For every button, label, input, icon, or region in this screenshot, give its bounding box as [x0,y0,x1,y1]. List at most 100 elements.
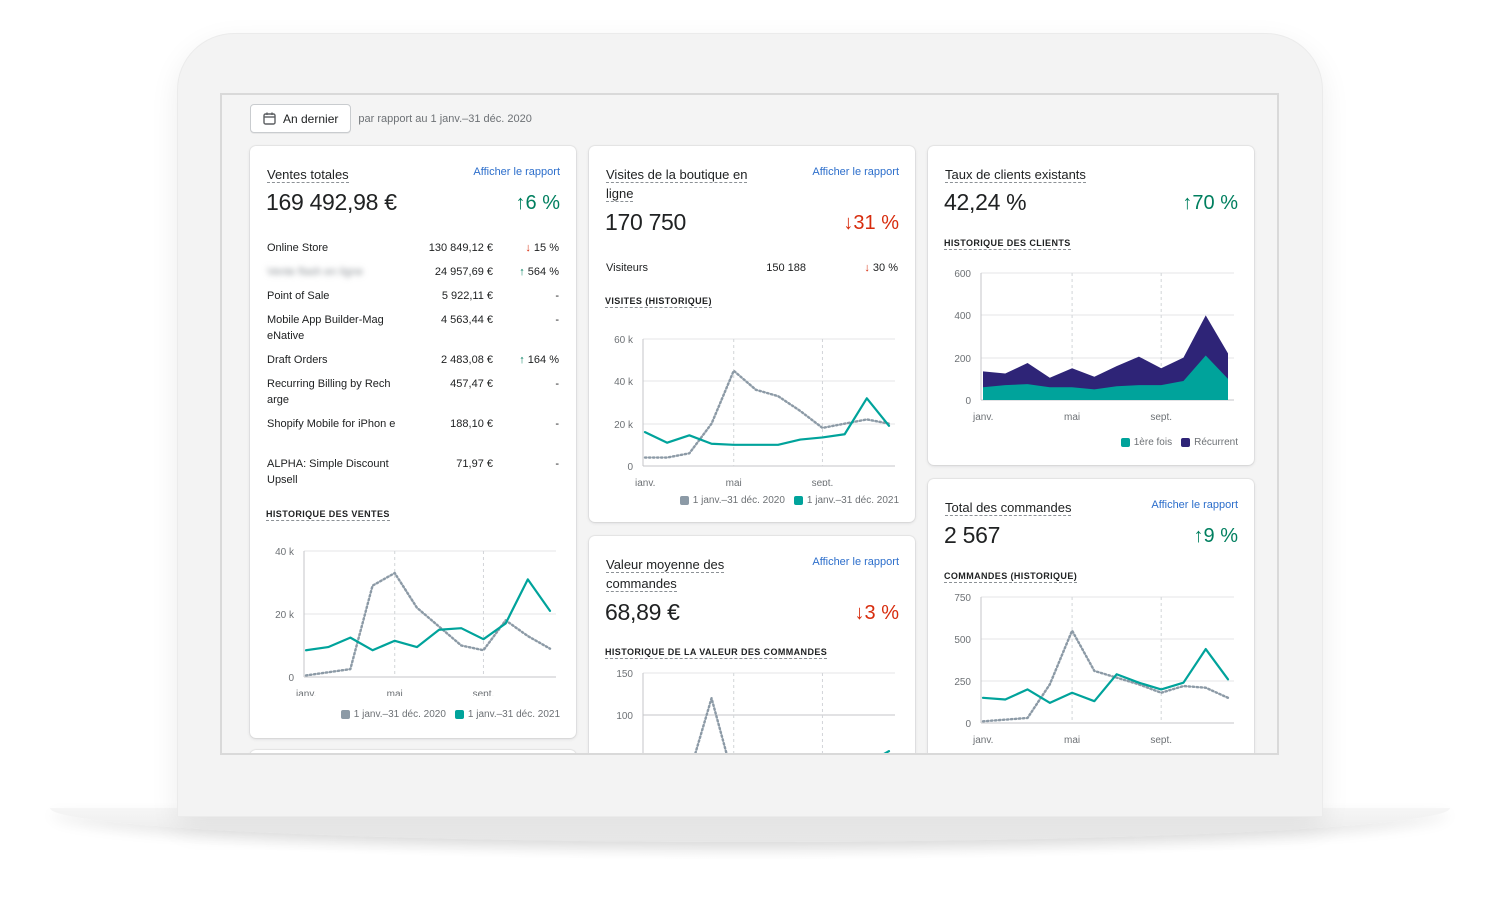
legend-recurring: Récurrent [1194,437,1238,448]
card-title[interactable]: Total des commandes [945,500,1072,516]
card-title[interactable]: Valeur moyenne des commandes [606,557,725,592]
chart-label[interactable]: VISITES (HISTORIQUE) [605,296,712,308]
series-line-current [883,750,891,753]
channel-delta: ↑ 164 % [499,352,559,368]
screen: An dernier par rapport au 1 janv.–31 déc… [220,93,1279,755]
legend-swatch-previous [679,496,689,505]
card-title[interactable]: Visites de la boutique en ligne [606,167,748,202]
channel-name: Vente flash en ligne [267,266,364,278]
legend-current: 1 janv.–31 déc. 2021 [467,709,560,720]
y-tick-label: 150 [616,669,633,680]
y-tick-label: 0 [965,396,971,407]
y-tick-label: 750 [954,593,971,604]
x-tick-label: mai [1064,412,1080,423]
visitors-label: Visiteurs [606,262,648,274]
channel-name: Recurring Billing by Rech arge [267,378,391,406]
series-line-current [981,647,1230,704]
channel-delta-value: - [555,458,559,470]
x-tick-label: sept. [473,689,495,696]
y-tick-label: 0 [965,719,971,730]
x-tick-label: mai [726,478,742,486]
avg-order-value: 68,89 € [605,599,680,625]
y-tick-label: 250 [954,677,971,688]
channel-amount: 71,97 € [456,458,493,470]
arrow-up-icon: ↑ [519,266,528,278]
channel-name: Point of Sale [267,290,330,302]
area-recurring [983,315,1228,400]
series-line-previous [694,697,728,753]
y-tick-label: 0 [288,673,294,684]
channel-name: Draft Orders [267,354,328,366]
date-range-button[interactable]: An dernier [250,104,352,133]
channel-name: Mobile App Builder-Mag eNative [267,314,384,342]
legend-previous: 1 janv.–31 déc. 2020 [353,709,446,720]
x-tick-label: mai [387,689,403,696]
area-first-time [983,355,1228,400]
view-report-link[interactable]: Afficher le rapport [812,556,899,568]
returning-rate-value: 42,24 % [944,189,1027,215]
x-tick-label: janv. [972,735,993,746]
legend-swatch-current [454,710,464,719]
legend-swatch-first-time [1120,438,1130,447]
legend-swatch-recurring [1181,438,1191,447]
arrow-down-icon: ↓ [525,242,534,254]
legend-swatch-current [793,496,803,505]
chart-label[interactable]: HISTORIQUE DES CLIENTS [944,238,1071,250]
total-orders-value: 2 567 [944,522,1001,548]
channel-amount: 457,47 € [450,378,493,390]
legend-previous: 1 janv.–31 déc. 2020 [692,495,785,506]
date-range-label: An dernier [283,111,339,126]
chart-label[interactable]: COMMANDES (HISTORIQUE) [944,571,1078,583]
series-line-previous [304,571,552,677]
y-tick-label: 60 k [614,335,634,346]
view-report-link[interactable]: Afficher le rapport [473,166,560,178]
total-sales-delta: ↑6 % [515,192,560,214]
total-orders-delta: ↑9 % [1193,525,1238,547]
view-report-link[interactable]: Afficher le rapport [1151,499,1238,511]
store-visits-delta: ↓31 % [843,212,899,234]
y-tick-label: 40 k [614,377,634,388]
channel-delta-value: - [555,378,559,390]
series-line-previous [643,369,891,459]
channel-delta-value: - [555,418,559,430]
y-tick-label: 40 k [275,547,295,558]
channel-name: ALPHA: Simple Discount Upsell [267,458,389,486]
card-title[interactable]: Ventes totales [267,167,349,183]
x-tick-label: sept. [1150,412,1172,423]
card-title[interactable]: Taux de clients existants [945,167,1086,183]
comparison-text: par rapport au 1 janv.–31 déc. 2020 [358,112,532,125]
channel-delta: - [499,456,559,472]
total-sales-card: Ventes totales Afficher le rapport 169 4… [250,146,576,738]
x-tick-label: sept. [812,478,834,486]
y-tick-label: 100 [616,711,633,722]
channel-delta-value: - [555,290,559,302]
chart-label[interactable]: HISTORIQUE DE LA VALEUR DES COMMANDES [605,647,828,659]
chart-label[interactable]: HISTORIQUE DES VENTES [266,509,390,521]
channel-delta-value: 15 % [533,242,559,254]
avg-order-value-card: Valeur moyenne des commandes Afficher le… [589,536,915,753]
view-report-link[interactable]: Afficher le rapport [812,166,899,178]
channel-amount: 130 849,12 € [428,242,493,254]
channel-delta: - [499,288,559,304]
series-line-previous [981,629,1230,723]
legend-current: 1 janv.–31 déc. 2021 [806,495,899,506]
store-visits-value: 170 750 [605,209,687,235]
date-toolbar: An dernier par rapport au 1 janv.–31 déc… [250,104,532,133]
channel-name: Online Store [267,242,329,254]
chart-legend: 1ère fois Récurrent [1112,437,1238,448]
y-tick-label: 20 k [614,420,634,431]
channel-amount: 2 483,08 € [441,354,493,366]
legend-first-time: 1ère fois [1133,437,1173,448]
x-tick-label: janv. [634,478,655,486]
series-line-current [643,397,891,446]
total-orders-card: Total des commandes Afficher le rapport … [928,479,1254,753]
channel-delta-value: 564 % [527,266,559,278]
returning-customers-card: Taux de clients existants 42,24 % ↑70 % … [928,146,1254,465]
x-tick-label: sept. [1150,735,1172,746]
channel-delta: - [499,376,559,392]
channel-delta: ↓ 15 % [499,240,559,256]
next-card-stub [250,750,576,753]
x-tick-label: janv. [972,412,993,423]
